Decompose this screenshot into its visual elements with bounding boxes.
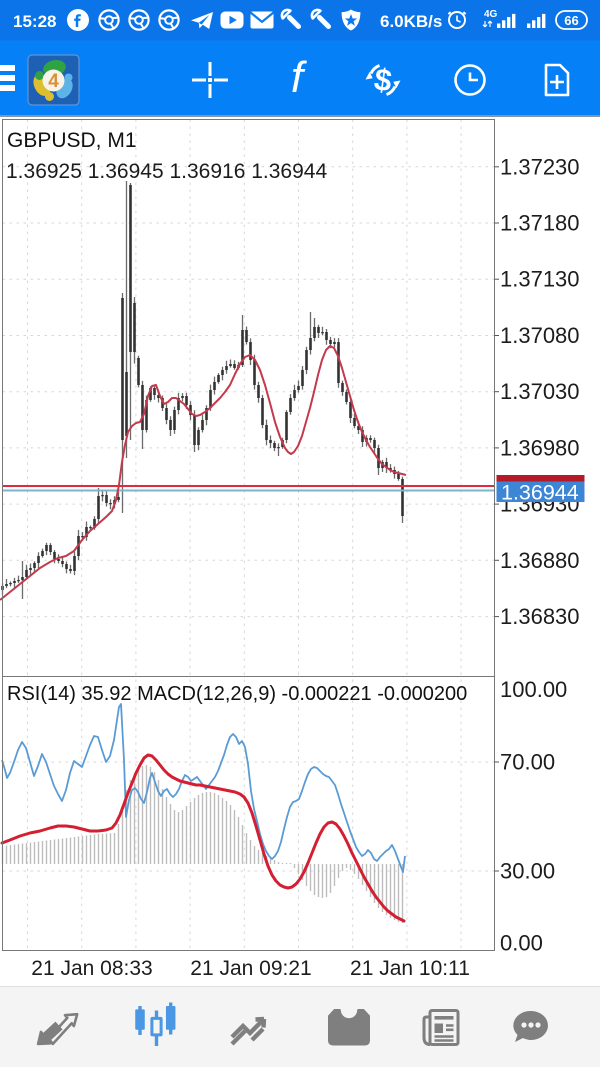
- svg-text:100.00: 100.00: [500, 677, 567, 702]
- svg-text:4: 4: [48, 71, 59, 92]
- svg-text:GBPUSD, M1: GBPUSD, M1: [7, 129, 137, 152]
- svg-text:1.36944: 1.36944: [501, 481, 579, 505]
- svg-text:6.0KB/s: 6.0KB/s: [380, 12, 442, 31]
- svg-text:1.37030: 1.37030: [500, 379, 580, 404]
- svg-text:21 Jan 09:21: 21 Jan 09:21: [190, 957, 311, 980]
- svg-text:1.36925 1.36945 1.36916 1.3694: 1.36925 1.36945 1.36916 1.36944: [6, 160, 327, 183]
- svg-text:0.00: 0.00: [500, 931, 543, 956]
- svg-text:1.37080: 1.37080: [500, 323, 580, 348]
- svg-text:1.37180: 1.37180: [500, 211, 580, 236]
- svg-text:1.36880: 1.36880: [500, 548, 580, 573]
- svg-text:30.00: 30.00: [500, 859, 555, 884]
- svg-text:1.36980: 1.36980: [500, 435, 580, 460]
- svg-text:RSI(14) 35.92 MACD(12,26,9) -0: RSI(14) 35.92 MACD(12,26,9) -0.000221 -0…: [7, 683, 467, 705]
- svg-text:70.00: 70.00: [500, 750, 555, 775]
- svg-text:66: 66: [564, 13, 578, 28]
- svg-text:21 Jan 08:33: 21 Jan 08:33: [31, 957, 152, 980]
- svg-text:15:28: 15:28: [13, 12, 56, 31]
- svg-text:1.37130: 1.37130: [500, 267, 580, 292]
- svg-text:f: f: [291, 53, 308, 102]
- svg-text:21 Jan 10:11: 21 Jan 10:11: [350, 957, 470, 980]
- svg-text:$: $: [372, 61, 394, 98]
- svg-text:4G: 4G: [484, 9, 498, 20]
- svg-text:1.37230: 1.37230: [500, 154, 580, 179]
- svg-text:1.36830: 1.36830: [500, 604, 580, 629]
